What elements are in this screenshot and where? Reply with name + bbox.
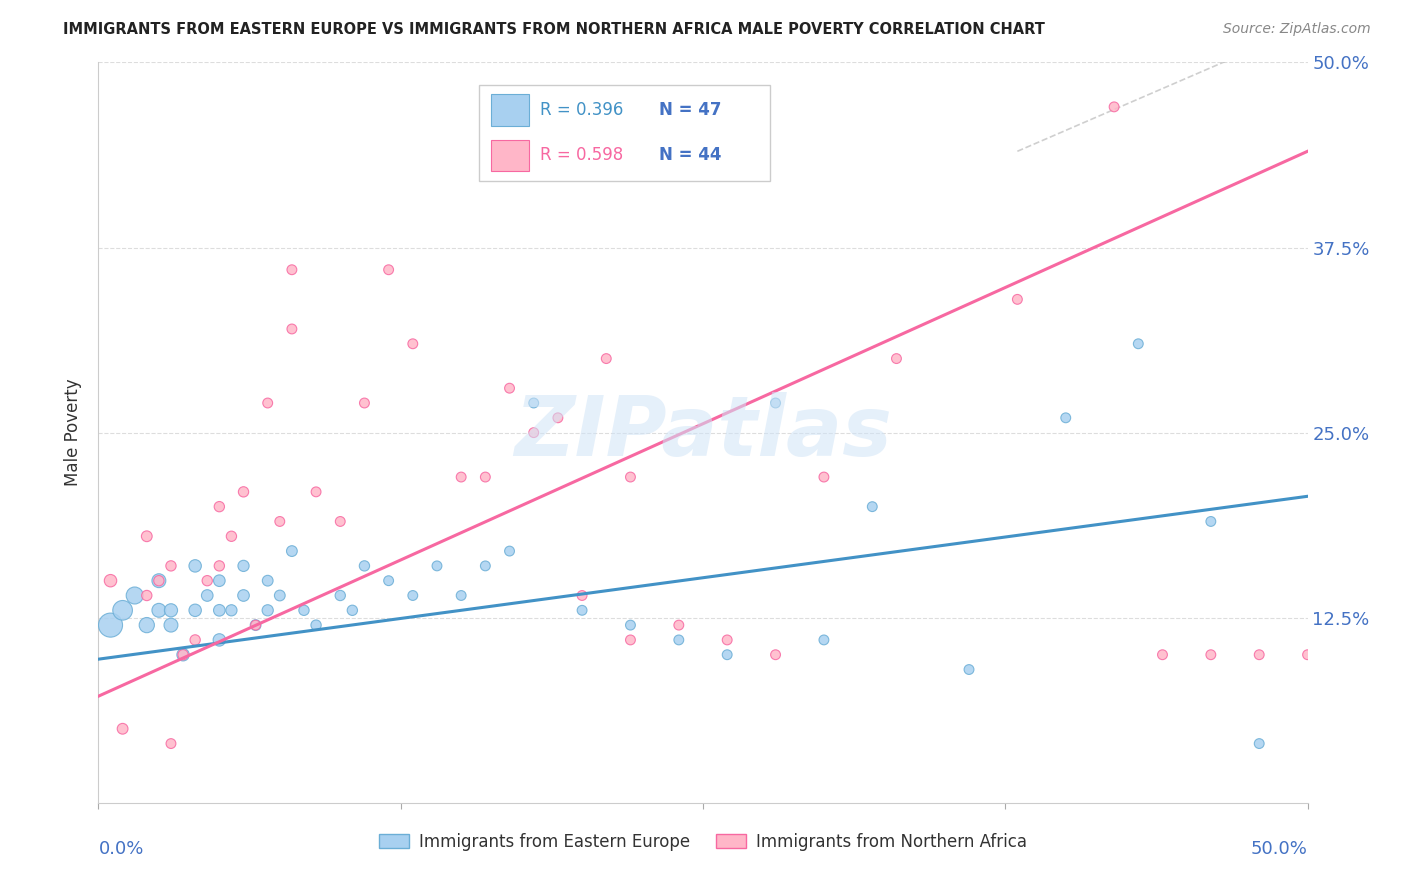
- Point: [353, 396, 375, 410]
- Point: [245, 618, 267, 632]
- Point: [860, 500, 883, 514]
- Point: [668, 632, 690, 647]
- Point: [232, 484, 254, 499]
- Point: [1249, 648, 1271, 662]
- Point: [813, 470, 835, 484]
- Point: [1199, 515, 1222, 529]
- Point: [498, 544, 520, 558]
- Point: [813, 632, 835, 647]
- Point: [135, 618, 157, 632]
- Point: [111, 603, 134, 617]
- Text: 50.0%: 50.0%: [1251, 840, 1308, 858]
- Point: [523, 425, 546, 440]
- Point: [148, 574, 170, 588]
- Point: [305, 484, 328, 499]
- Point: [342, 603, 364, 617]
- Point: [281, 544, 304, 558]
- Point: [1007, 293, 1029, 307]
- Point: [208, 574, 231, 588]
- Y-axis label: Male Poverty: Male Poverty: [65, 379, 83, 486]
- Point: [172, 648, 194, 662]
- Point: [765, 396, 787, 410]
- Point: [1199, 648, 1222, 662]
- Point: [208, 500, 231, 514]
- Point: [232, 558, 254, 573]
- Text: Source: ZipAtlas.com: Source: ZipAtlas.com: [1223, 22, 1371, 37]
- Point: [256, 396, 278, 410]
- Point: [402, 336, 425, 351]
- Point: [208, 632, 231, 647]
- Point: [124, 589, 146, 603]
- Point: [619, 470, 641, 484]
- Point: [245, 618, 267, 632]
- Point: [571, 589, 593, 603]
- Point: [160, 737, 183, 751]
- Point: [668, 618, 690, 632]
- Point: [377, 574, 399, 588]
- Point: [221, 603, 243, 617]
- Point: [377, 262, 399, 277]
- Text: ZIPatlas: ZIPatlas: [515, 392, 891, 473]
- Point: [160, 603, 183, 617]
- Point: [1249, 737, 1271, 751]
- Point: [498, 381, 520, 395]
- Point: [184, 632, 207, 647]
- Point: [329, 589, 352, 603]
- Point: [195, 574, 218, 588]
- Point: [281, 262, 304, 277]
- Point: [135, 589, 157, 603]
- Point: [402, 589, 425, 603]
- Point: [474, 470, 496, 484]
- Point: [547, 410, 569, 425]
- Point: [100, 574, 122, 588]
- Point: [716, 632, 738, 647]
- Point: [595, 351, 617, 366]
- Point: [184, 603, 207, 617]
- Point: [523, 396, 546, 410]
- Point: [1152, 648, 1174, 662]
- Point: [256, 603, 278, 617]
- Point: [135, 529, 157, 543]
- Point: [221, 529, 243, 543]
- Text: IMMIGRANTS FROM EASTERN EUROPE VS IMMIGRANTS FROM NORTHERN AFRICA MALE POVERTY C: IMMIGRANTS FROM EASTERN EUROPE VS IMMIGR…: [63, 22, 1045, 37]
- Point: [765, 648, 787, 662]
- Point: [450, 470, 472, 484]
- Point: [148, 603, 170, 617]
- Point: [716, 648, 738, 662]
- Point: [160, 558, 183, 573]
- Point: [353, 558, 375, 573]
- Point: [208, 558, 231, 573]
- Point: [232, 589, 254, 603]
- Point: [957, 663, 980, 677]
- Point: [269, 589, 291, 603]
- Point: [1296, 648, 1319, 662]
- Point: [305, 618, 328, 632]
- Text: 0.0%: 0.0%: [98, 840, 143, 858]
- Point: [1054, 410, 1077, 425]
- Point: [1102, 100, 1125, 114]
- Point: [172, 648, 194, 662]
- Point: [148, 574, 170, 588]
- Point: [184, 558, 207, 573]
- Point: [208, 603, 231, 617]
- Point: [1128, 336, 1150, 351]
- Point: [329, 515, 352, 529]
- Point: [292, 603, 315, 617]
- Point: [100, 618, 122, 632]
- Point: [474, 558, 496, 573]
- Point: [571, 603, 593, 617]
- Point: [450, 589, 472, 603]
- Point: [886, 351, 908, 366]
- Point: [426, 558, 449, 573]
- Point: [619, 618, 641, 632]
- Point: [256, 574, 278, 588]
- Point: [111, 722, 134, 736]
- Point: [269, 515, 291, 529]
- Point: [160, 618, 183, 632]
- Legend: Immigrants from Eastern Europe, Immigrants from Northern Africa: Immigrants from Eastern Europe, Immigran…: [373, 826, 1033, 857]
- Point: [195, 589, 218, 603]
- Point: [281, 322, 304, 336]
- Point: [619, 632, 641, 647]
